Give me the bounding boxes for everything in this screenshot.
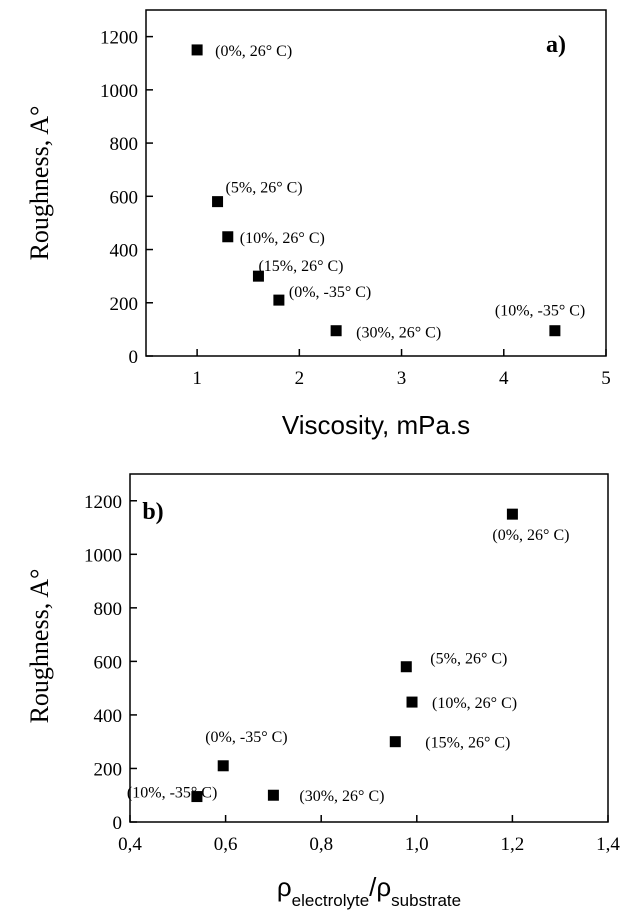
y-tick-label: 400 <box>94 706 123 727</box>
data-label: (15%, 26° C) <box>425 735 510 752</box>
data-point <box>506 508 518 520</box>
panel-a-y-axis: 0 200 400 600 800 1000 1200 <box>100 28 153 368</box>
data-label: (0%, 26° C) <box>215 43 292 60</box>
panel-b-scatter-plot: 0 200 400 600 800 1000 1200 0,4 0,6 0,8 1,0 1,2 1,4… <box>25 473 620 910</box>
panel-b-tag: b) <box>142 499 163 525</box>
data-point <box>217 760 229 772</box>
x-tick-label: 1,0 <box>405 834 429 855</box>
data-label: (10%, -35° C) <box>127 785 217 802</box>
x-tick-label: 4 <box>499 368 509 389</box>
y-tick-label: 1200 <box>84 492 122 513</box>
data-point <box>191 791 203 803</box>
data-label: (0%, -35° C) <box>205 729 287 746</box>
x-tick-label: 0,8 <box>309 834 333 855</box>
panel-b-x-axis-label-sub2: substrate <box>391 891 461 910</box>
y-tick-label: 200 <box>94 759 123 780</box>
data-label: (10%, 26° C) <box>432 695 517 712</box>
x-tick-label: 0,6 <box>214 834 238 855</box>
x-tick-label: 0,4 <box>118 834 142 855</box>
data-label: (0%, 26° C) <box>492 527 569 544</box>
x-tick-label: 5 <box>601 368 611 389</box>
data-label: (5%, 26° C) <box>430 651 507 668</box>
data-point <box>330 325 342 337</box>
x-tick-label: 1,2 <box>501 834 525 855</box>
panel-b-data-points <box>191 508 518 803</box>
y-tick-label: 600 <box>94 652 123 673</box>
data-label: (10%, 26° C) <box>240 230 325 247</box>
panel-b-plot-frame <box>129 473 609 823</box>
x-tick-label: 2 <box>295 368 305 389</box>
panel-a-tag: a) <box>546 32 566 58</box>
data-label: (5%, 26° C) <box>226 180 303 197</box>
data-point <box>406 696 418 708</box>
panel-a-plot-frame <box>145 9 607 357</box>
data-label: (10%, -35° C) <box>495 303 585 320</box>
y-tick-label: 800 <box>94 599 123 620</box>
y-tick-label: 800 <box>110 134 139 155</box>
y-tick-label: 1200 <box>100 28 138 49</box>
y-tick-label: 1000 <box>100 81 138 102</box>
panel-b-y-axis-label: Roughness, A° <box>25 569 54 724</box>
data-point <box>212 196 224 208</box>
y-tick-label: 200 <box>110 294 139 315</box>
data-point <box>273 294 285 306</box>
x-tick-label: 3 <box>397 368 407 389</box>
y-tick-label: 0 <box>129 347 139 368</box>
data-point <box>222 231 234 243</box>
panel-a-x-axis-label: Viscosity, mPa.s <box>282 410 470 440</box>
data-point <box>191 44 203 56</box>
data-label: (0%, -35° C) <box>289 284 371 301</box>
panel-a-x-axis: 1 2 3 4 5 <box>192 349 611 389</box>
y-tick-label: 400 <box>110 241 139 262</box>
panel-b-x-axis-label-sep: /ρ <box>369 872 391 902</box>
data-point <box>252 270 264 282</box>
y-tick-label: 0 <box>113 813 123 834</box>
panel-b-x-axis: 0,4 0,6 0,8 1,0 1,2 1,4 <box>118 815 620 855</box>
data-point <box>549 325 561 337</box>
panel-b-x-axis-label-rho: ρ <box>277 872 292 902</box>
data-point <box>267 789 279 801</box>
data-label: (15%, 26° C) <box>258 258 343 275</box>
x-tick-label: 1 <box>192 368 202 389</box>
panel-a-y-axis-label: Roughness, A° <box>25 106 54 261</box>
y-tick-label: 600 <box>110 187 139 208</box>
data-label: (30%, 26° C) <box>299 788 384 805</box>
panel-b-point-labels: (0%, 26° C) (5%, 26° C) (10%, 26° C) (15%, … <box>127 527 570 805</box>
panel-b-y-axis: 0 200 400 600 800 1000 1200 <box>84 492 137 834</box>
data-point <box>400 661 412 673</box>
panel-a-data-points <box>191 44 561 337</box>
panel-b-x-axis-label-sub1: electrolyte <box>292 891 369 910</box>
x-tick-label: 1,4 <box>596 834 620 855</box>
panel-a-point-labels: (0%, 26° C) (5%, 26° C) (10%, 26° C) (15%, … <box>215 43 585 342</box>
panel-b-x-axis-label: ρelectrolyte/ρsubstrate <box>277 872 461 910</box>
y-tick-label: 1000 <box>84 545 122 566</box>
data-label: (30%, 26° C) <box>356 325 441 342</box>
data-point <box>389 736 401 748</box>
